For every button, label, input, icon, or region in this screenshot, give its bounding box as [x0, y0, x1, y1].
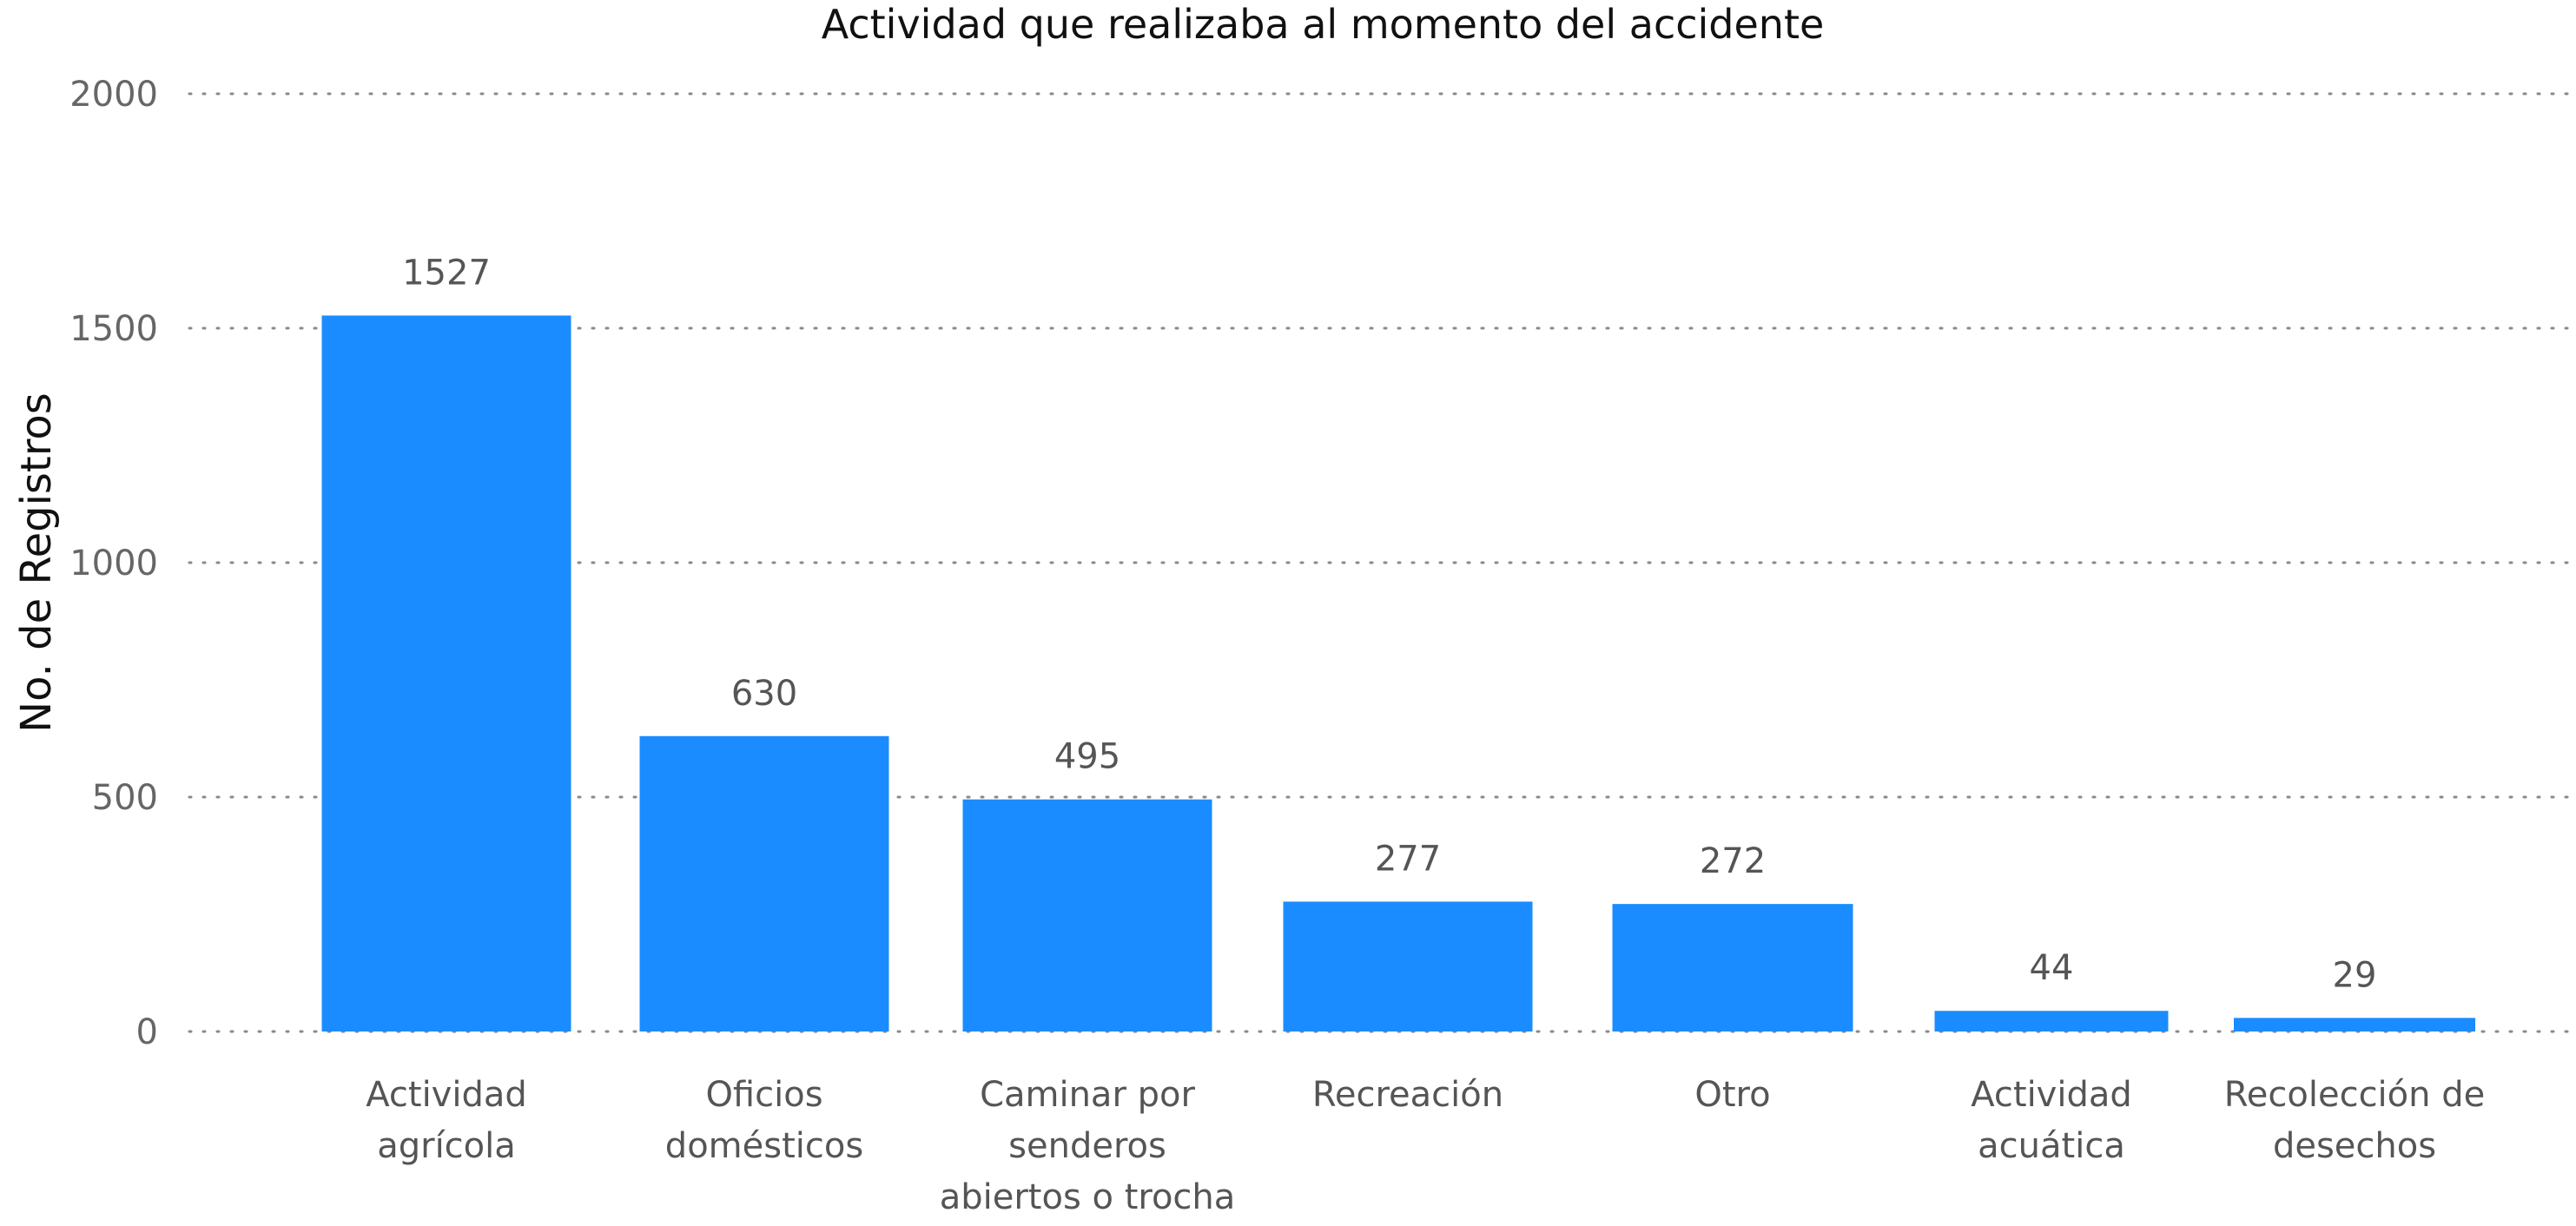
data-label-caminar-por-senderos-abiertos-o-trocha: 495 — [1054, 737, 1120, 777]
y-axis-title: No. de Registros — [12, 392, 61, 733]
y-tick-label: 1500 — [69, 309, 158, 349]
y-axis-ticks: 0 500 1000 1500 2000 — [69, 75, 158, 1052]
data-label-oficios-domesticos: 630 — [731, 674, 797, 714]
bars — [321, 315, 2475, 1032]
x-tick-label-recreacion: Recreación — [1312, 1075, 1503, 1115]
bar-oficios-domesticos — [639, 735, 889, 1032]
data-labels: 1527 630 495 277 272 44 29 — [402, 253, 2376, 995]
x-axis-labels: Actividad agrícola Oficios domésticos Camina… — [366, 1075, 2485, 1217]
data-label-otro: 272 — [1700, 841, 1766, 881]
data-label-actividad-acuatica: 44 — [2030, 948, 2074, 988]
data-label-recreacion: 277 — [1375, 839, 1441, 879]
x-tick-label-caminar-por-senderos-abiertos-o-trocha: Caminar por senderos abiertos o trocha — [940, 1075, 1236, 1217]
chart-title: Actividad que realizaba al momento del a… — [822, 1, 1825, 48]
y-tick-label: 0 — [136, 1012, 158, 1052]
bar-actividad-acuatica — [1934, 1011, 2169, 1032]
x-tick-label-actividad-acuatica: Actividad acuática — [1971, 1075, 2132, 1166]
x-tick-label-oficios-domesticos: Oficios domésticos — [665, 1075, 863, 1166]
bar-actividad-agricola — [321, 315, 571, 1032]
y-tick-label: 500 — [92, 778, 158, 818]
x-tick-label-otro: Otro — [1694, 1075, 1770, 1115]
bar-otro — [1612, 904, 1853, 1032]
bar-recoleccion-de-desechos — [2234, 1018, 2475, 1032]
bar-recreacion — [1283, 901, 1533, 1032]
x-tick-label-recoleccion-de-desechos: Recolección de desechos — [2224, 1075, 2485, 1166]
x-tick-label-actividad-agricola: Actividad agrícola — [366, 1075, 527, 1166]
data-label-recoleccion-de-desechos: 29 — [2333, 955, 2377, 995]
y-tick-label: 1000 — [69, 544, 158, 583]
bar-caminar-por-senderos-abiertos-o-trocha — [962, 799, 1212, 1032]
data-label-actividad-agricola: 1527 — [402, 253, 491, 293]
y-tick-label: 2000 — [69, 75, 158, 115]
